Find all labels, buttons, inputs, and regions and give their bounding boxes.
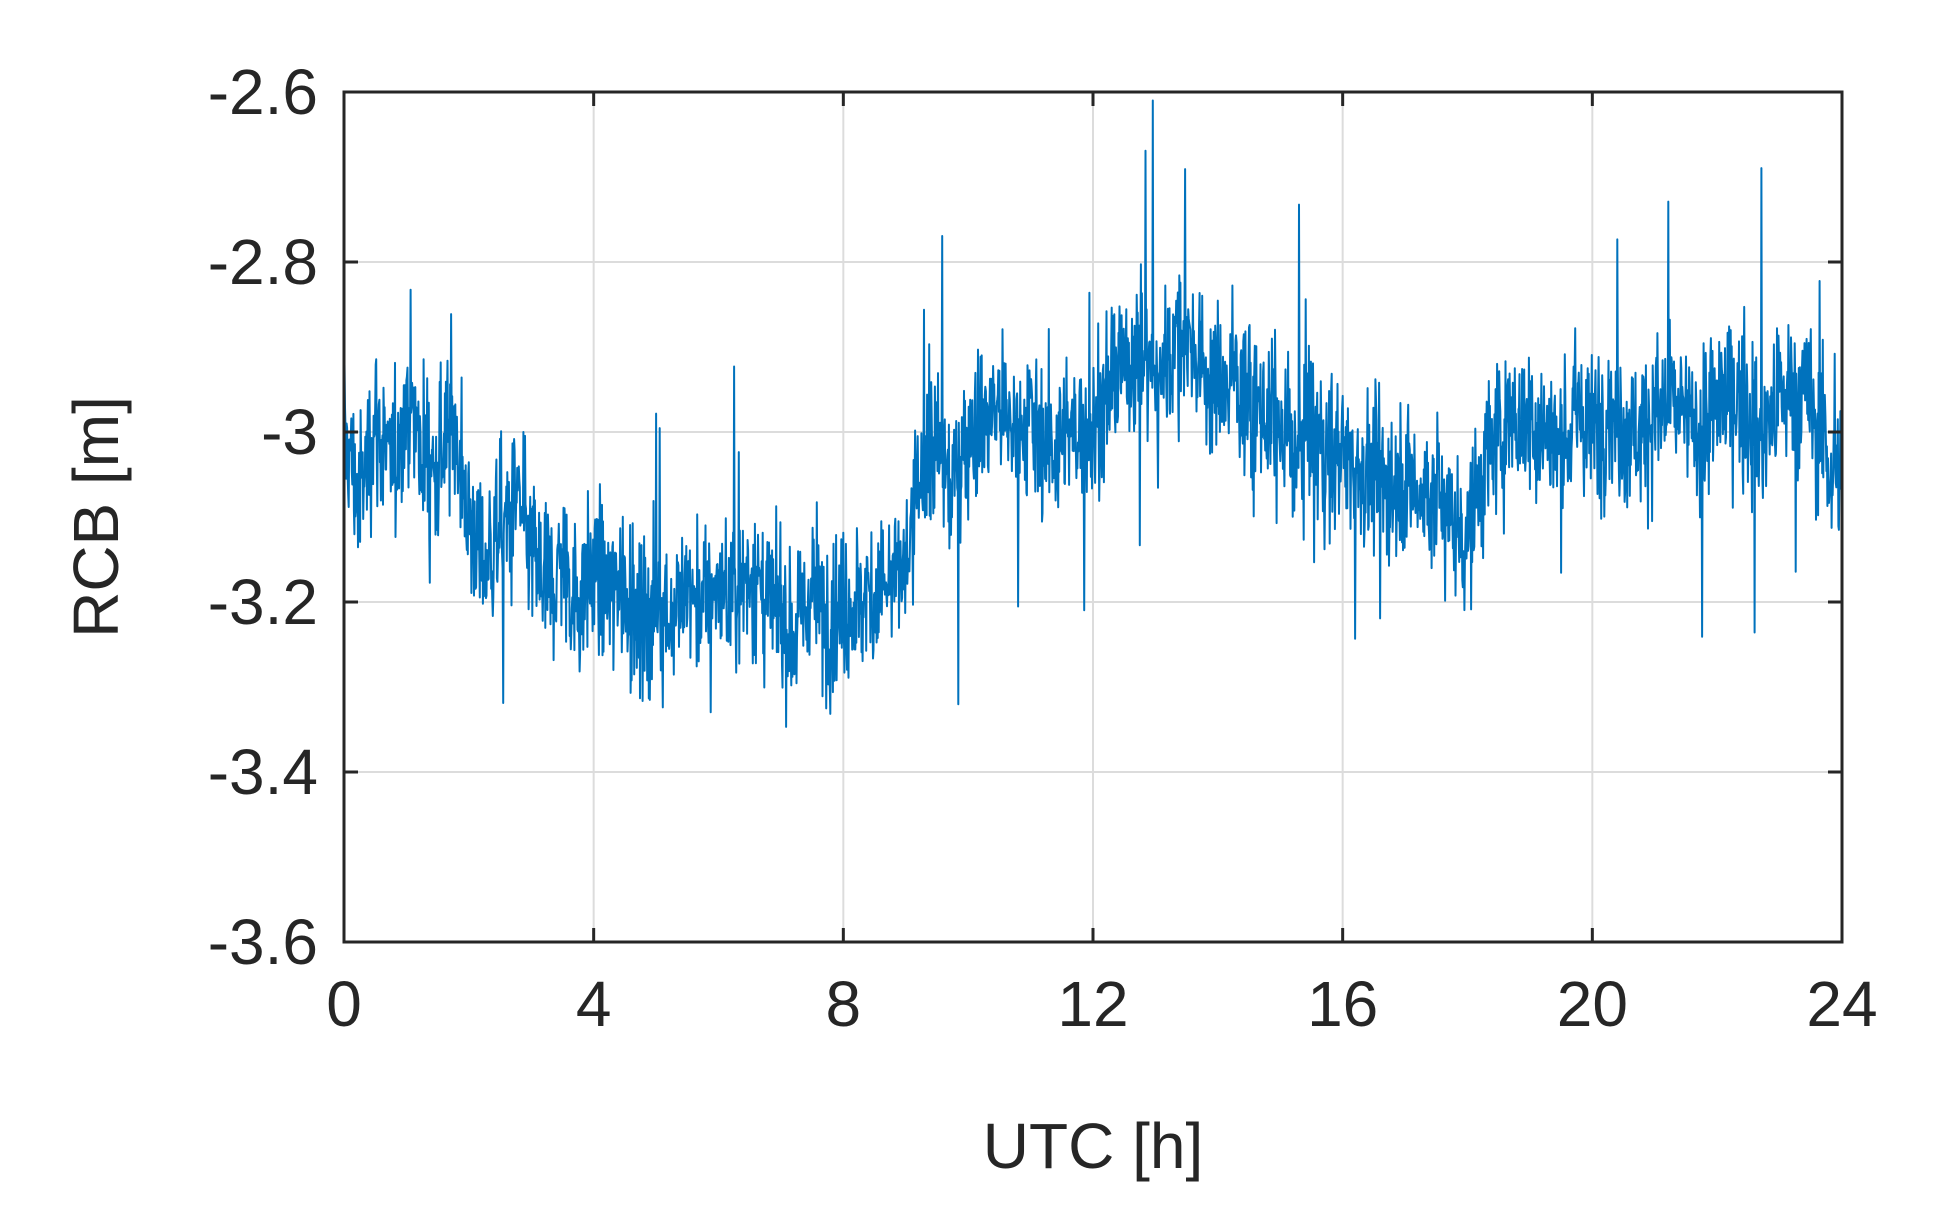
x-tick-label: 16 <box>1307 968 1378 1040</box>
y-tick-label: -3.2 <box>208 566 318 638</box>
x-tick-label: 8 <box>826 968 862 1040</box>
series-line <box>343 99 1843 728</box>
x-tick-label: 12 <box>1057 968 1128 1040</box>
x-tick-label: 24 <box>1806 968 1877 1040</box>
y-tick-label: -2.8 <box>208 226 318 298</box>
y-tick-label: -2.6 <box>208 56 318 128</box>
x-tick-labels: 0 4 8 12 16 20 24 <box>326 968 1877 1040</box>
y-tick-label: -3.6 <box>208 906 318 978</box>
x-tick-label: 0 <box>326 968 362 1040</box>
x-tick-label: 4 <box>576 968 612 1040</box>
series-group <box>343 99 1843 728</box>
x-tick-label: 20 <box>1557 968 1628 1040</box>
tick-marks <box>342 90 1844 944</box>
y-tick-label: -3.4 <box>208 736 318 808</box>
x-axis-label: UTC [h] <box>983 1110 1203 1182</box>
y-tick-label: -3 <box>261 396 318 468</box>
y-axis-label: RCB [m] <box>60 396 132 638</box>
y-tick-labels: -2.6 -2.8 -3 -3.2 -3.4 -3.6 <box>208 56 318 978</box>
